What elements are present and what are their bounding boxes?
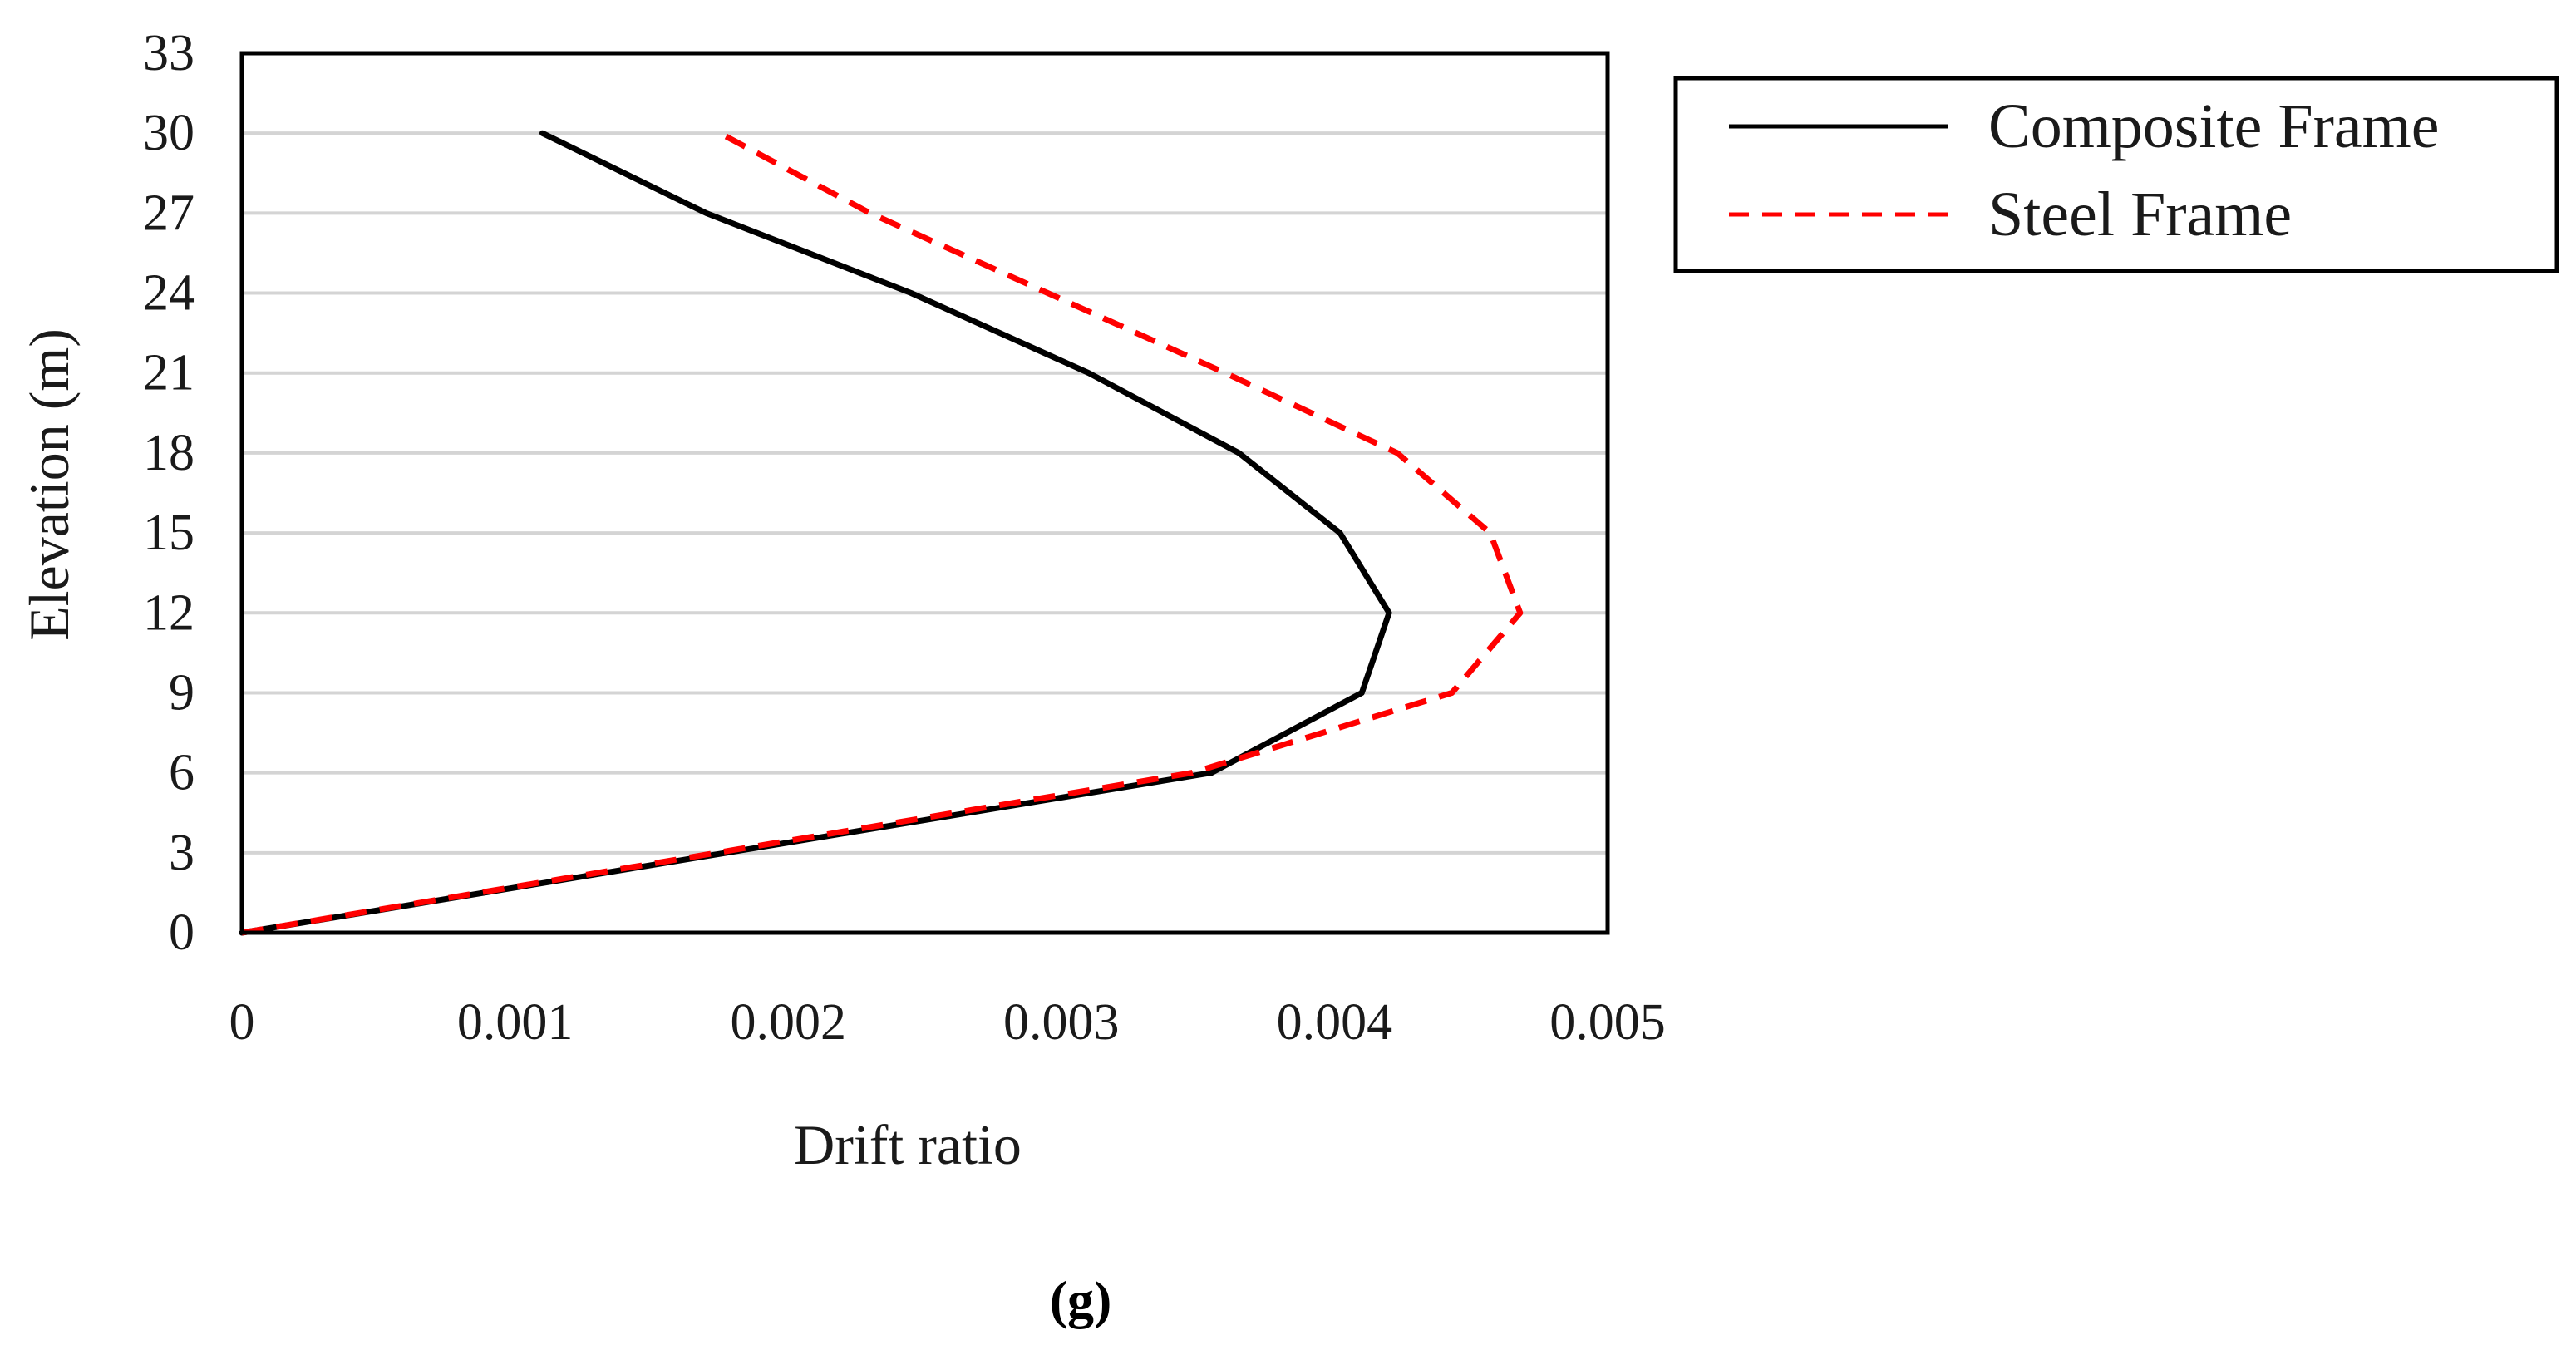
y-tick-label: 0 (169, 904, 195, 961)
y-tick-label: 30 (143, 105, 195, 161)
x-tick-label: 0.002 (730, 994, 846, 1051)
x-tick-label: 0.004 (1277, 994, 1393, 1051)
x-tick-label: 0 (229, 994, 255, 1051)
series-line-composite-frame (239, 130, 1392, 936)
y-tick-labels: 0 3 6 9 12 15 18 21 24 27 30 33 (143, 25, 195, 961)
y-tick-label: 18 (143, 425, 195, 481)
y-tick-label: 6 (169, 745, 195, 801)
y-tick-label: 33 (143, 25, 195, 81)
figure-caption: (g) (1050, 1270, 1112, 1329)
series-lines (239, 130, 1524, 936)
legend-label-steel-frame: Steel Frame (1988, 180, 2292, 249)
y-tick-label: 27 (143, 185, 195, 241)
x-axis-title: Drift ratio (794, 1113, 1022, 1176)
x-tick-labels: 0 0.001 0.002 0.003 0.004 0.005 (229, 994, 1666, 1051)
y-tick-label: 15 (143, 505, 195, 561)
y-tick-label: 12 (143, 584, 195, 641)
x-tick-label: 0.005 (1549, 994, 1666, 1051)
gridlines (242, 131, 1608, 855)
x-tick-label: 0.003 (1003, 994, 1120, 1051)
y-tick-label: 21 (143, 345, 195, 402)
plot-area-frame (239, 51, 1610, 935)
series-line-steel-frame (241, 131, 1524, 936)
y-tick-label: 9 (169, 664, 195, 721)
legend-box (1673, 76, 2559, 273)
y-tick-label: 24 (143, 265, 195, 322)
y-tick-label: 3 (169, 825, 195, 881)
legend-label-composite-frame: Composite Frame (1988, 91, 2440, 161)
x-tick-label: 0.001 (457, 994, 574, 1051)
legend: Composite Frame Steel Frame (1673, 76, 2559, 273)
y-axis-title: Elevation (m) (17, 328, 81, 641)
